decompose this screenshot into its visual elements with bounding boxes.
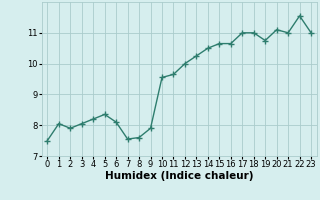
X-axis label: Humidex (Indice chaleur): Humidex (Indice chaleur) — [105, 171, 253, 181]
